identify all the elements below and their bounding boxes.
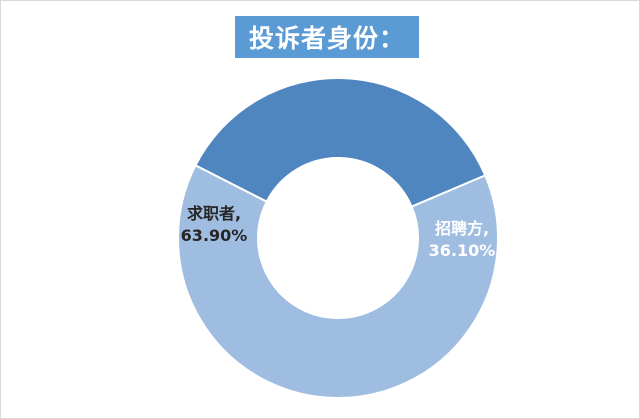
slices-group [177, 77, 499, 399]
labels-group: 招聘方, 36.10% 求职者, 63.90% [181, 204, 496, 260]
slice-label-1: 求职者, 63.90% [181, 204, 248, 245]
slice-value-1: 63.90% [181, 226, 248, 245]
chart-title-box: 投诉者身份： [235, 16, 419, 58]
slice-value-0: 36.10% [429, 241, 496, 260]
slice-label-0: 招聘方, 36.10% [429, 219, 496, 260]
chart-title: 投诉者身份： [248, 24, 405, 53]
slice-category-0: 招聘方, [435, 219, 489, 238]
slice-1 [177, 164, 499, 399]
slice-category-1: 求职者, [187, 204, 241, 223]
slice-0 [194, 77, 487, 209]
